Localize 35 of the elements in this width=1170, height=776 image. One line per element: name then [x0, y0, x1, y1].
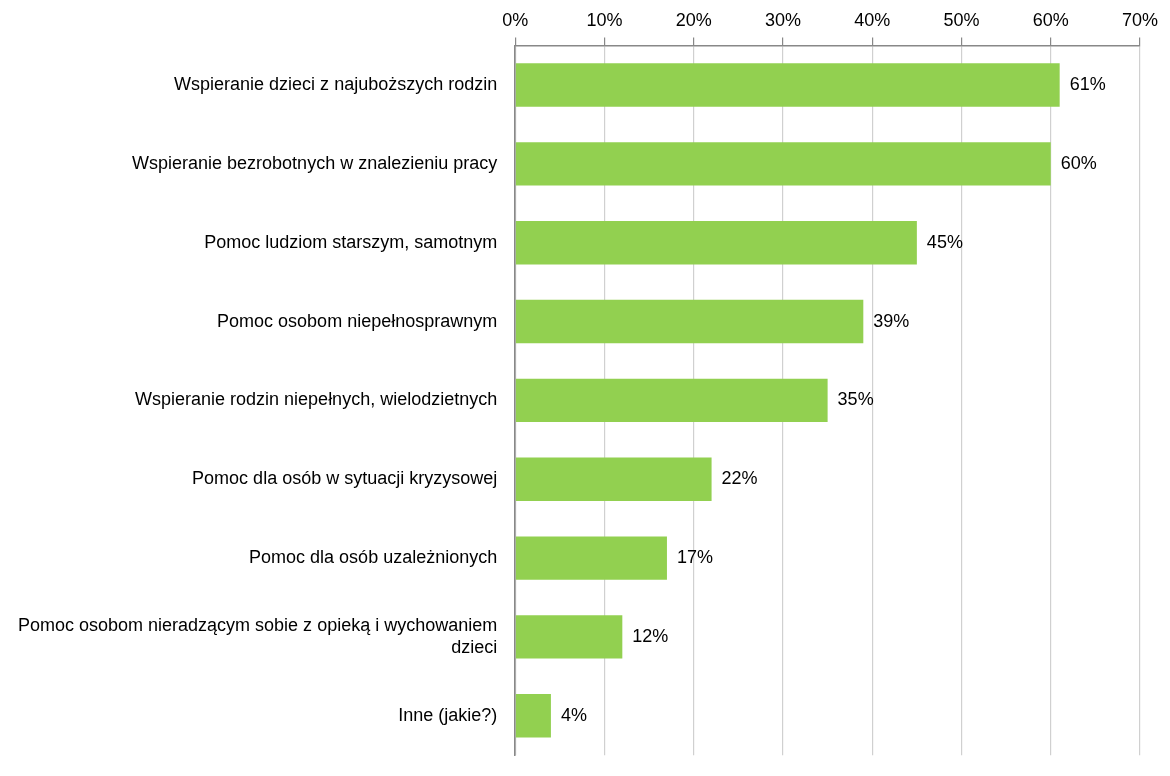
bar [515, 378, 828, 423]
x-tick-label: 40% [854, 9, 891, 30]
data-label: 12% [632, 625, 669, 646]
data-label: 61% [1069, 73, 1106, 94]
y-tick-label: Wspieranie rodzin niepełnych, wielodzietnych [135, 389, 498, 410]
x-tick-label: 20% [675, 9, 712, 30]
data-label: 39% [873, 310, 910, 331]
y-tick-label: Pomoc osobom nieradzącym sobie z opieką i wychowaniem dzieci [17, 615, 498, 657]
y-tick-label: Wspieranie dzieci z najuboższych rodzin [174, 73, 498, 94]
data-label: 22% [721, 468, 758, 489]
bar [515, 299, 864, 344]
data-label: 17% [676, 547, 713, 568]
data-label: 45% [926, 231, 963, 252]
data-label: 60% [1060, 152, 1097, 173]
x-tick-label: 60% [1032, 9, 1069, 30]
y-tick-label: Wspieranie bezrobotnych w znalezieniu pracy [132, 152, 498, 173]
bar [515, 457, 712, 501]
y-tick-label: Pomoc dla osób w sytuacji kryzysowej [192, 468, 498, 489]
y-tick-label: Pomoc dla osób uzależnionych [249, 547, 498, 568]
bar [515, 536, 667, 580]
data-label: 4% [560, 704, 587, 725]
x-tick-label: 50% [943, 9, 980, 30]
y-tick-label: Pomoc osobom niepełnosprawnym [217, 310, 498, 331]
bar [515, 694, 551, 738]
x-tick-label: 70% [1121, 9, 1159, 30]
bar [515, 221, 917, 265]
y-tick-label: Pomoc ludziom starszym, samotnym [204, 231, 498, 252]
x-tick-label: 10% [586, 9, 623, 30]
data-label: 35% [837, 389, 874, 410]
y-tick-label: Inne (jakie?) [398, 704, 498, 725]
x-tick-label: 30% [764, 9, 801, 30]
bar [515, 615, 623, 659]
bar [515, 63, 1060, 107]
x-tick-label: 0% [502, 9, 529, 30]
bar [515, 142, 1051, 186]
